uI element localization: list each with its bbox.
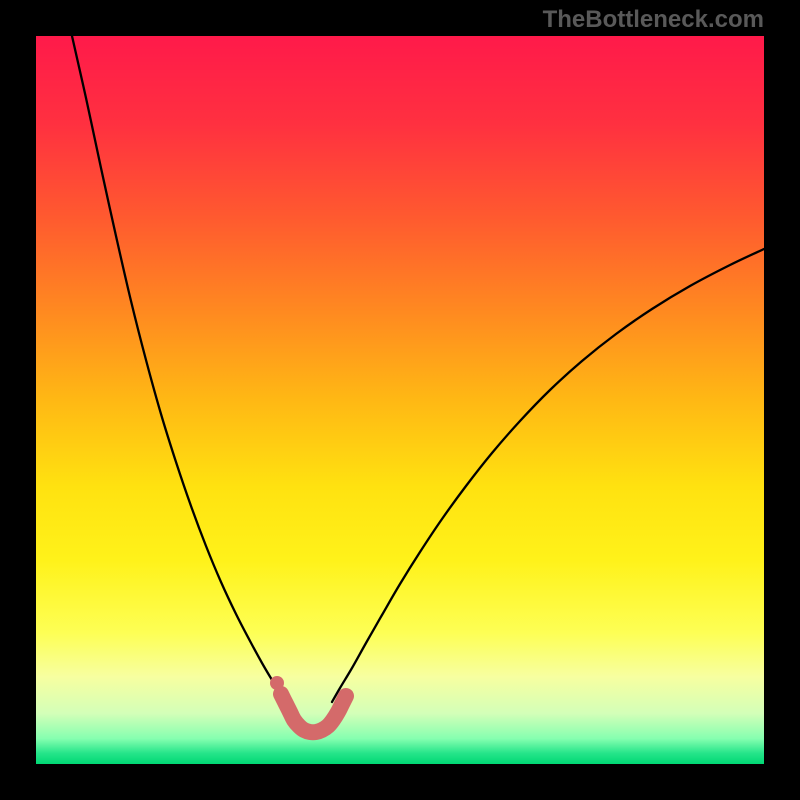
chart-stage: TheBottleneck.com	[0, 0, 800, 800]
plot-area	[36, 36, 764, 764]
curve-layer	[36, 36, 764, 764]
right-curve	[332, 249, 764, 702]
highlight-dot	[270, 676, 284, 690]
highlight-segment-0	[281, 694, 346, 732]
watermark-text: TheBottleneck.com	[543, 6, 764, 34]
left-curve	[72, 36, 286, 702]
